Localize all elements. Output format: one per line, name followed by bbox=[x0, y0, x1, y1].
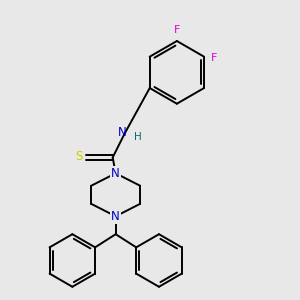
Text: N: N bbox=[111, 210, 120, 223]
Text: H: H bbox=[134, 132, 142, 142]
Text: N: N bbox=[111, 167, 120, 180]
Text: S: S bbox=[76, 150, 83, 164]
Text: N: N bbox=[118, 127, 127, 140]
Text: F: F bbox=[174, 25, 180, 35]
Text: F: F bbox=[211, 53, 217, 63]
